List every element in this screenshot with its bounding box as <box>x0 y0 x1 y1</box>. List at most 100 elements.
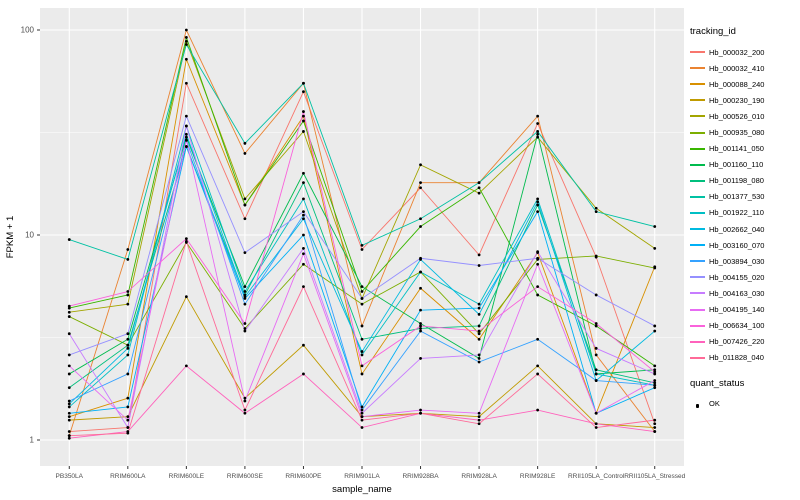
data-point[interactable] <box>419 327 422 330</box>
data-point[interactable] <box>302 210 305 214</box>
data-point[interactable] <box>653 422 657 426</box>
data-point[interactable] <box>653 386 657 390</box>
data-point[interactable] <box>184 57 188 61</box>
data-point[interactable] <box>302 114 305 118</box>
data-point[interactable] <box>360 350 364 353</box>
legend-item[interactable]: Hb_007426_220 <box>690 334 798 350</box>
data-point[interactable] <box>419 186 422 190</box>
data-point[interactable] <box>126 302 130 306</box>
data-point[interactable] <box>536 364 540 368</box>
data-point[interactable] <box>67 411 71 415</box>
data-point[interactable] <box>536 114 540 118</box>
data-point[interactable] <box>184 28 188 32</box>
data-point[interactable] <box>126 343 130 347</box>
data-point[interactable] <box>477 415 481 419</box>
data-point[interactable] <box>419 329 422 333</box>
data-point[interactable] <box>67 399 71 403</box>
data-point[interactable] <box>243 217 247 221</box>
data-point[interactable] <box>594 411 598 415</box>
data-point[interactable] <box>477 306 481 310</box>
data-point[interactable] <box>67 402 71 406</box>
legend-item[interactable]: Hb_001922_110 <box>690 205 798 221</box>
legend-item[interactable]: Hb_001377_530 <box>690 189 798 205</box>
data-point[interactable] <box>594 322 598 325</box>
data-point[interactable] <box>126 431 130 435</box>
data-point[interactable] <box>653 225 657 228</box>
data-point[interactable] <box>243 396 247 400</box>
data-point[interactable] <box>594 206 598 210</box>
data-point[interactable] <box>360 372 364 376</box>
data-point[interactable] <box>360 418 364 422</box>
data-point[interactable] <box>360 243 364 247</box>
data-point[interactable] <box>126 396 130 400</box>
data-point[interactable] <box>67 364 71 368</box>
data-point[interactable] <box>536 132 540 136</box>
data-point[interactable] <box>302 130 305 133</box>
data-point[interactable] <box>302 247 305 250</box>
data-point[interactable] <box>243 329 247 333</box>
data-point[interactable] <box>67 332 71 336</box>
data-point[interactable] <box>360 353 364 357</box>
data-point[interactable] <box>126 290 130 293</box>
data-point[interactable] <box>67 310 71 314</box>
data-point[interactable] <box>184 39 188 43</box>
data-point[interactable] <box>419 324 422 328</box>
data-point[interactable] <box>594 368 598 372</box>
data-point[interactable] <box>419 217 422 221</box>
data-point[interactable] <box>477 312 481 316</box>
data-point[interactable] <box>477 264 481 267</box>
data-point[interactable] <box>243 290 247 293</box>
data-point[interactable] <box>536 262 540 266</box>
data-point[interactable] <box>536 293 540 297</box>
data-point[interactable] <box>126 248 130 251</box>
data-point[interactable] <box>126 353 130 357</box>
data-point[interactable] <box>536 250 540 253</box>
data-point[interactable] <box>419 163 422 167</box>
data-point[interactable] <box>184 132 188 136</box>
legend-item[interactable]: Hb_003160_070 <box>690 237 798 253</box>
data-point[interactable] <box>302 171 305 175</box>
data-point[interactable] <box>126 405 130 409</box>
data-point[interactable] <box>477 337 481 341</box>
data-point[interactable] <box>360 324 364 328</box>
data-point[interactable] <box>653 247 657 250</box>
data-point[interactable] <box>653 372 657 376</box>
data-point[interactable] <box>536 210 540 214</box>
data-point[interactable] <box>360 302 364 306</box>
legend-item[interactable]: Hb_000230_190 <box>690 92 798 108</box>
data-point[interactable] <box>184 135 188 139</box>
data-point[interactable] <box>184 240 188 243</box>
data-point[interactable] <box>243 197 247 201</box>
data-point[interactable] <box>243 297 247 300</box>
data-point[interactable] <box>184 36 188 39</box>
data-point[interactable] <box>360 364 364 368</box>
data-point[interactable] <box>243 152 247 155</box>
data-point[interactable] <box>477 360 481 364</box>
data-point[interactable] <box>536 135 540 139</box>
legend-item-ok[interactable]: OK <box>690 396 798 412</box>
data-point[interactable] <box>243 322 247 325</box>
data-point[interactable] <box>67 306 71 310</box>
data-point[interactable] <box>184 114 188 118</box>
data-point[interactable] <box>536 256 540 260</box>
data-point[interactable] <box>243 251 247 255</box>
data-point[interactable] <box>184 237 188 241</box>
data-point[interactable] <box>653 426 657 429</box>
data-point[interactable] <box>477 353 481 357</box>
data-point[interactable] <box>419 256 422 260</box>
data-point[interactable] <box>67 418 71 422</box>
data-point[interactable] <box>536 337 540 341</box>
legend-item[interactable]: Hb_003894_030 <box>690 253 798 269</box>
data-point[interactable] <box>536 203 540 207</box>
data-point[interactable] <box>536 408 540 412</box>
data-point[interactable] <box>243 285 247 289</box>
data-point[interactable] <box>477 181 481 185</box>
data-point[interactable] <box>67 372 71 376</box>
data-point[interactable] <box>360 337 364 341</box>
data-point[interactable] <box>302 372 305 376</box>
data-point[interactable] <box>184 138 188 142</box>
data-point[interactable] <box>67 434 71 438</box>
data-point[interactable] <box>594 254 598 258</box>
data-point[interactable] <box>302 90 305 94</box>
data-point[interactable] <box>360 290 364 293</box>
